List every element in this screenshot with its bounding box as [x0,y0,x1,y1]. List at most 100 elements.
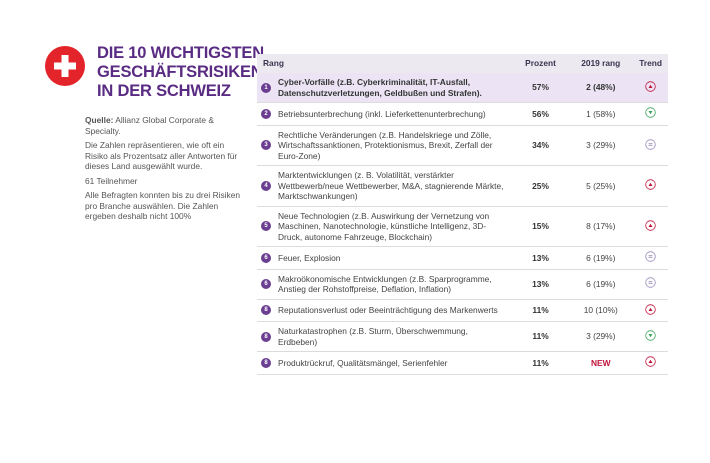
risk-cell: 1 Cyber-Vorfälle (z.B. Cyberkriminalität,… [257,73,513,103]
risk-table: Rang Prozent 2019 rang Trend 1 Cyber-Vorf… [257,54,668,375]
percent: 11% [512,299,569,322]
table-row: 2 Betriebsunterbrechung (inkl. Lieferkett… [257,102,668,126]
note: Alle Befragten konnten bis zu drei Risik… [85,190,241,221]
source-text: Allianz Global Corporate & Specialty. [85,115,214,136]
source: Quelle: Allianz Global Corporate & Speci… [85,115,245,136]
risk-text: Cyber-Vorfälle (z.B. Cyberkriminalität, … [278,77,482,98]
risk-cell: 5 Neue Technologien (z.B. Auswirkung der … [257,206,513,247]
risk: 8 Produktrückruf, Qualitätsmängel, Serien… [261,358,509,369]
percent: 25% [512,165,569,207]
table-row: 8 Produktrückruf, Qualitätsmängel, Serien… [257,351,668,375]
table-row: 5 Neue Technologien (z.B. Auswirkung der … [257,206,668,247]
rank-badge: 6 [261,252,271,263]
risk-text: Marktentwicklungen (z. B. Volatilität, v… [278,170,504,201]
rank-badge: 4 [261,180,271,191]
rank-badge: 8 [261,331,271,342]
risk: 6 Feuer, Explosion [261,253,509,264]
risk-cell: 4 Marktentwicklungen (z. B. Volatilität, … [257,165,513,207]
risk: 8 Naturkatastrophen (z.B. Sturm, Überschw… [261,326,509,347]
percent: 56% [512,102,569,126]
percent: 13% [512,246,569,270]
source-label: Quelle: [85,115,114,125]
percent: 57% [512,73,569,103]
trend-icon [645,81,656,92]
risk-text: Reputationsverlust oder Beeinträchtigung… [278,305,498,315]
table-row: 8 Naturkatastrophen (z.B. Sturm, Überschw… [257,321,668,352]
note: 61 Teilnehmer [85,175,138,186]
trend-cell [633,206,668,247]
rank-2019: 3 (29%) [568,125,634,166]
rank-2019: 6 (19%) [568,269,634,300]
trend-icon [645,179,656,190]
trend-cell [633,165,668,207]
rank-2019: 3 (29%) [568,321,634,352]
header-row: Rang Prozent 2019 rang Trend [257,54,668,73]
rank-2019: 8 (17%) [568,206,634,247]
swiss-flag [45,46,85,86]
risk-cell: 6 Feuer, Explosion [257,246,513,270]
trend-cell [633,73,668,103]
rank-2019: 5 (25%) [568,165,634,207]
trend-icon [645,356,656,367]
risk-cell: 3 Rechtliche Veränderungen (z.B. Handelsk… [257,125,513,166]
trend-cell [633,269,668,300]
risk-cell: 8 Naturkatastrophen (z.B. Sturm, Überschw… [257,321,513,352]
title-line: IN DER SCHWEIZ [97,82,231,100]
trend-cell [633,351,668,375]
risk-cell: 8 Produktrückruf, Qualitätsmängel, Serien… [257,351,513,375]
table-row: 3 Rechtliche Veränderungen (z.B. Handelsk… [257,125,668,166]
percent: 15% [512,206,569,247]
rank-2019: 2 (48%) [568,73,634,103]
table-row: 1 Cyber-Vorfälle (z.B. Cyberkriminalität,… [257,73,668,103]
risk: 8 Reputationsverlust oder Beeinträchtigun… [261,305,509,316]
percent: 11% [512,351,569,375]
trend-cell [633,125,668,166]
column-header: Rang [257,54,513,73]
trend-cell [633,102,668,126]
rank-2019: 10 (10%) [568,299,634,322]
title-line: GESCHÄFTSRISIKEN [97,63,263,81]
risk-cell: 6 Makroökonomische Entwicklungen (z.B. Sp… [257,269,513,300]
trend-icon [645,219,656,231]
rank-badge: 2 [261,108,271,119]
table-row: 6 Makroökonomische Entwicklungen (z.B. Sp… [257,269,668,300]
trend-icon [645,251,656,262]
risk-text: Feuer, Explosion [278,252,341,263]
rank-badge: 3 [261,140,271,151]
column-header: Trend [633,54,668,73]
risk-text: Rechtliche Veränderungen (z.B. Handelskr… [278,129,493,161]
trend-icon [645,138,656,150]
risk-cell: 8 Reputationsverlust oder Beeinträchtigun… [257,299,513,322]
trend-icon [645,303,656,315]
trend-icon [645,277,656,288]
trend-icon [645,107,656,118]
trend-cell [633,299,668,322]
risk: 2 Betriebsunterbrechung (inkl. Lieferkett… [261,109,509,120]
risk: 1 Cyber-Vorfälle (z.B. Cyberkriminalität,… [261,77,509,98]
column-header: Prozent [512,54,569,73]
rank-badge: 8 [261,305,271,316]
percent: 11% [512,321,569,352]
risk-text: Makroökonomische Entwicklungen (z.B. Spa… [278,273,492,295]
rank-2019: 6 (19%) [568,246,634,270]
title-line: DIE 10 WICHTIGSTEN [97,44,264,62]
risk-text: Naturkatastrophen (z.B. Sturm, Überschwe… [278,326,468,347]
risk: 6 Makroökonomische Entwicklungen (z.B. Sp… [261,274,509,295]
risk-cell: 2 Betriebsunterbrechung (inkl. Lieferkett… [257,102,513,126]
risk: 5 Neue Technologien (z.B. Auswirkung der … [261,211,509,243]
risk: 3 Rechtliche Veränderungen (z.B. Handelsk… [261,130,509,162]
notes: Quelle: Allianz Global Corporate & Speci… [85,115,245,226]
table-row: 8 Reputationsverlust oder Beeinträchtigun… [257,299,668,322]
note: Die Zahlen repräsentieren, wie oft ein R… [85,140,238,171]
risk-text: Neue Technologien (z.B. Auswirkung der V… [278,210,490,242]
rank-badge: 6 [261,279,271,289]
title: DIE 10 WICHTIGSTEN GESCHÄFTSRISIKEN IN D… [97,44,264,101]
percent: 13% [512,269,569,300]
column-header: 2019 rang [568,54,634,73]
risk: 4 Marktentwicklungen (z. B. Volatilität, … [261,170,509,202]
percent: 34% [512,125,569,166]
trend-cell [633,321,668,352]
table-row: 6 Feuer, Explosion 13% 6 (19%) [257,246,668,270]
rank-badge: 5 [261,221,271,232]
